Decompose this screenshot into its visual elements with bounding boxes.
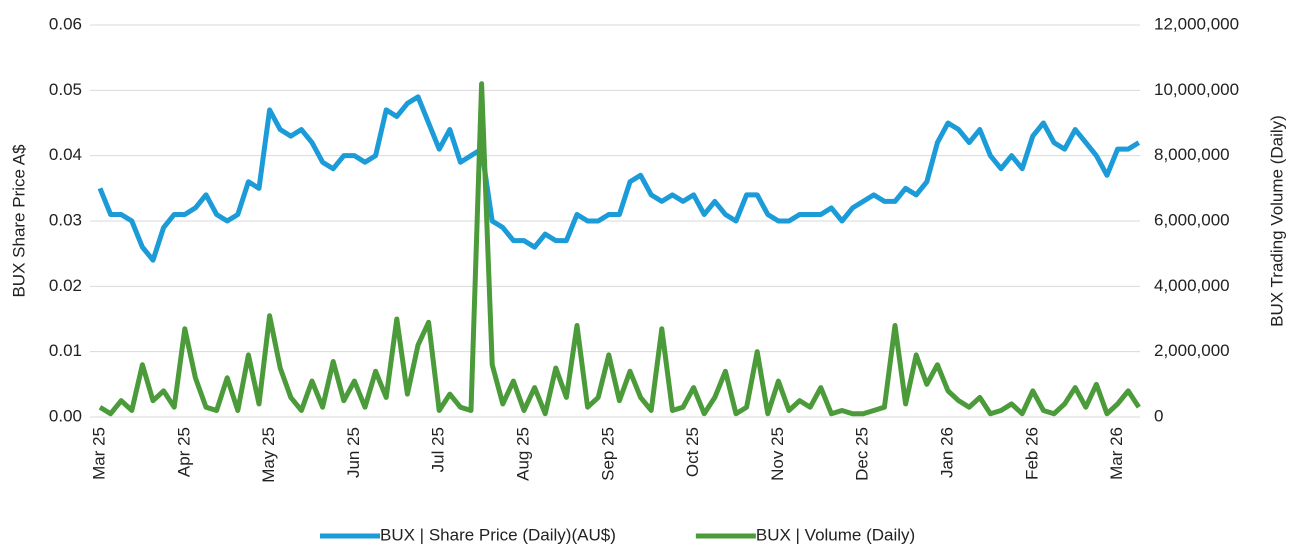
y-tick-label: 0.05 [49,80,82,99]
legend-label: BUX | Share Price (Daily)(AU$) [380,525,616,544]
x-tick-label: Nov 25 [768,427,787,481]
x-tick-label: Dec 25 [853,427,872,481]
x-tick-label: Mar 26 [1107,427,1126,480]
y2-tick-label: 4,000,000 [1154,276,1230,295]
x-tick-label: Aug 25 [513,427,532,481]
series-line [98,81,1141,417]
x-tick-label: May 25 [259,427,278,483]
y2-tick-label: 12,000,000 [1154,14,1239,33]
y-axis-title: BUX Share Price A$ [9,144,28,298]
y-tick-label: 0.00 [49,406,82,425]
y2-tick-label: 0 [1154,406,1163,425]
y-tick-label: 0.06 [49,14,82,33]
y2-tick-label: 10,000,000 [1154,80,1239,99]
x-tick-label: Jan 26 [937,427,956,478]
x-tick-label: Jun 25 [344,427,363,478]
x-tick-label: Jul 25 [429,427,448,472]
y-tick-label: 0.03 [49,210,82,229]
y-tick-label: 0.01 [49,341,82,360]
y2-axis-title: BUX Trading Volume (Daily) [1267,115,1286,327]
y-tick-label: 0.02 [49,276,82,295]
y2-tick-label: 6,000,000 [1154,210,1230,229]
series-line [97,94,1141,263]
x-tick-label: Mar 25 [89,427,108,480]
y2-tick-label: 8,000,000 [1154,145,1230,164]
x-tick-label: Sep 25 [598,427,617,481]
x-tick-label: Feb 26 [1022,427,1041,480]
x-tick-label: Oct 25 [683,427,702,477]
legend-label: BUX | Volume (Daily) [756,525,915,544]
y2-tick-label: 2,000,000 [1154,341,1230,360]
x-tick-label: Apr 25 [174,427,193,477]
y-tick-label: 0.04 [49,145,82,164]
